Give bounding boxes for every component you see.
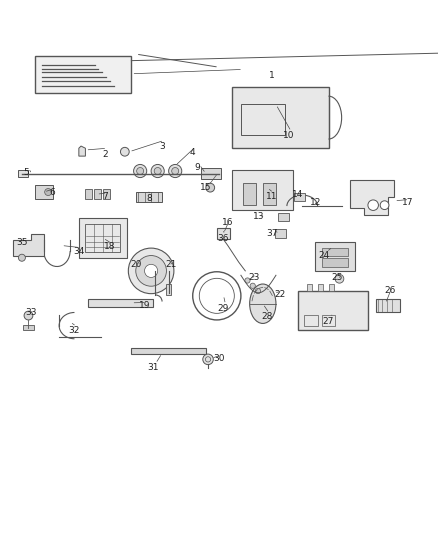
Bar xyxy=(322,314,335,326)
Text: 13: 13 xyxy=(253,212,264,221)
Circle shape xyxy=(24,311,33,320)
Bar xyxy=(35,56,131,93)
Bar xyxy=(278,213,289,221)
Text: 30: 30 xyxy=(213,354,225,363)
Text: 34: 34 xyxy=(73,247,85,256)
Bar xyxy=(322,258,348,266)
Text: 21: 21 xyxy=(165,260,177,269)
Text: 16: 16 xyxy=(222,218,233,227)
Text: 32: 32 xyxy=(69,326,80,335)
Bar xyxy=(18,170,28,177)
Circle shape xyxy=(151,165,164,177)
Text: 36: 36 xyxy=(218,233,229,243)
Bar xyxy=(275,229,286,238)
Bar xyxy=(217,229,230,239)
Bar xyxy=(232,170,293,209)
Text: 31: 31 xyxy=(148,363,159,372)
Text: 23: 23 xyxy=(248,273,260,282)
Text: 11: 11 xyxy=(266,192,277,201)
Text: 2: 2 xyxy=(102,150,108,159)
Text: 18: 18 xyxy=(104,243,115,251)
Text: 7: 7 xyxy=(102,192,108,201)
Bar xyxy=(376,300,400,312)
Bar xyxy=(241,104,285,135)
Text: 20: 20 xyxy=(130,260,141,269)
Text: 19: 19 xyxy=(139,302,150,310)
Polygon shape xyxy=(13,233,44,255)
Bar xyxy=(318,284,323,292)
Circle shape xyxy=(154,167,161,174)
Bar xyxy=(85,189,92,199)
Text: 17: 17 xyxy=(402,198,413,207)
Text: 14: 14 xyxy=(292,190,304,199)
Bar xyxy=(79,219,127,258)
Circle shape xyxy=(380,201,389,209)
Circle shape xyxy=(245,278,250,283)
Bar xyxy=(103,189,110,199)
Text: 33: 33 xyxy=(25,308,36,317)
Bar xyxy=(85,224,120,253)
Bar xyxy=(304,314,318,326)
Bar xyxy=(307,284,312,292)
Polygon shape xyxy=(350,180,394,215)
Circle shape xyxy=(203,354,213,365)
Circle shape xyxy=(368,200,378,211)
Polygon shape xyxy=(79,146,85,156)
Bar xyxy=(315,243,355,271)
Circle shape xyxy=(137,167,144,174)
Circle shape xyxy=(128,248,174,294)
Text: 15: 15 xyxy=(200,183,212,192)
Bar xyxy=(23,325,34,330)
Text: 1: 1 xyxy=(268,71,275,80)
Circle shape xyxy=(335,274,344,283)
Text: 37: 37 xyxy=(266,229,277,238)
Bar xyxy=(294,193,305,201)
Text: 9: 9 xyxy=(194,164,200,173)
Bar xyxy=(328,284,334,292)
Text: 4: 4 xyxy=(190,148,195,157)
Text: 35: 35 xyxy=(16,238,28,247)
Circle shape xyxy=(18,254,25,261)
Bar xyxy=(35,185,53,199)
Circle shape xyxy=(145,264,158,278)
Text: 8: 8 xyxy=(146,194,152,203)
Text: 10: 10 xyxy=(283,131,295,140)
Text: 27: 27 xyxy=(323,317,334,326)
Text: 5: 5 xyxy=(23,168,29,177)
Bar xyxy=(94,189,101,199)
Circle shape xyxy=(136,255,166,286)
Bar xyxy=(166,284,171,295)
Bar xyxy=(201,168,221,179)
Circle shape xyxy=(255,288,261,294)
Text: 22: 22 xyxy=(275,290,286,300)
Circle shape xyxy=(206,183,215,192)
Bar xyxy=(136,192,162,201)
Bar xyxy=(88,299,153,307)
Bar xyxy=(243,183,256,205)
Bar xyxy=(298,290,368,330)
Circle shape xyxy=(45,189,52,196)
Circle shape xyxy=(250,283,255,288)
Text: 12: 12 xyxy=(310,198,321,207)
Text: 3: 3 xyxy=(159,142,165,150)
Bar xyxy=(263,183,276,205)
Circle shape xyxy=(169,165,182,177)
Text: 26: 26 xyxy=(384,286,396,295)
Circle shape xyxy=(172,167,179,174)
Circle shape xyxy=(134,165,147,177)
Text: 24: 24 xyxy=(318,251,330,260)
Bar xyxy=(322,248,348,255)
Circle shape xyxy=(120,147,129,156)
Text: 25: 25 xyxy=(332,273,343,282)
Bar xyxy=(131,348,206,354)
Ellipse shape xyxy=(250,284,276,324)
Text: 28: 28 xyxy=(261,312,273,321)
Text: 29: 29 xyxy=(218,304,229,313)
Bar xyxy=(232,87,328,148)
Text: 6: 6 xyxy=(49,188,56,197)
